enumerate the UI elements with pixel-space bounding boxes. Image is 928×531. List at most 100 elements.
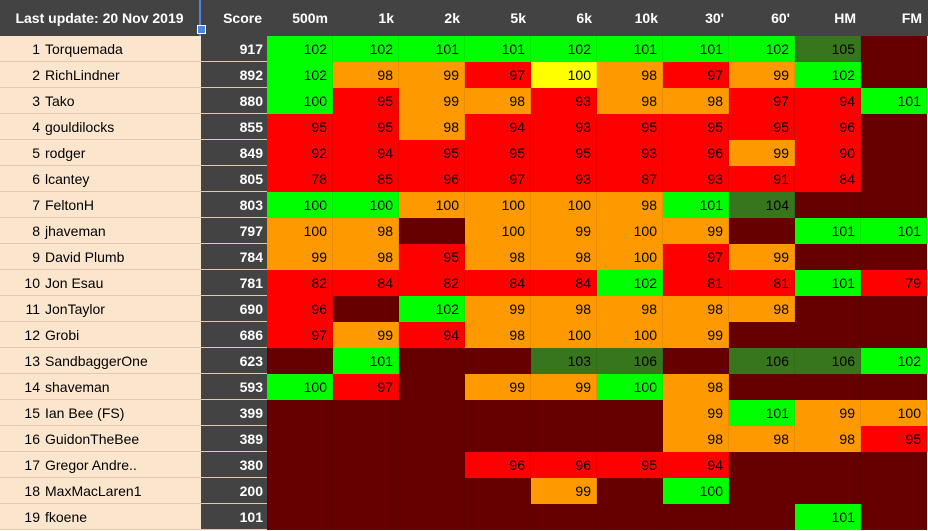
event-value-cell[interactable]: 98: [729, 426, 795, 452]
event-value-cell[interactable]: 100: [597, 244, 663, 270]
rank-cell[interactable]: 13: [0, 348, 40, 374]
event-value-cell[interactable]: 96: [531, 452, 597, 478]
event-header[interactable]: HM: [834, 10, 856, 26]
athlete-name-cell[interactable]: Torquemada: [40, 36, 201, 62]
event-value-cell[interactable]: 98: [333, 244, 399, 270]
event-value-cell[interactable]: [861, 140, 927, 166]
event-value-cell[interactable]: 98: [333, 62, 399, 88]
event-value-cell[interactable]: 102: [597, 270, 663, 296]
event-value-cell[interactable]: [795, 374, 861, 400]
event-value-cell[interactable]: 100: [267, 218, 333, 244]
event-value-cell[interactable]: 95: [333, 88, 399, 114]
event-value-cell[interactable]: 101: [795, 270, 861, 296]
event-value-cell[interactable]: 102: [267, 62, 333, 88]
event-value-cell[interactable]: [333, 478, 399, 504]
rank-cell[interactable]: 3: [0, 88, 40, 114]
event-value-cell[interactable]: [861, 478, 927, 504]
rank-cell[interactable]: 16: [0, 426, 40, 452]
event-value-cell[interactable]: 95: [267, 114, 333, 140]
event-value-cell[interactable]: 100: [267, 192, 333, 218]
event-value-cell[interactable]: [597, 504, 663, 530]
event-value-cell[interactable]: 93: [531, 114, 597, 140]
score-cell[interactable]: 892: [201, 62, 267, 88]
event-value-cell[interactable]: 98: [663, 374, 729, 400]
event-value-cell[interactable]: [465, 504, 531, 530]
event-value-cell[interactable]: 98: [597, 62, 663, 88]
event-value-cell[interactable]: 100: [465, 218, 531, 244]
athlete-name-cell[interactable]: MaxMacLaren1: [40, 478, 201, 504]
score-cell[interactable]: 855: [201, 114, 267, 140]
event-value-cell[interactable]: 98: [531, 296, 597, 322]
event-value-cell[interactable]: 98: [465, 88, 531, 114]
event-value-cell[interactable]: 97: [729, 88, 795, 114]
event-value-cell[interactable]: 100: [333, 192, 399, 218]
rank-cell[interactable]: 9: [0, 244, 40, 270]
event-value-cell[interactable]: 102: [795, 62, 861, 88]
event-value-cell[interactable]: [729, 478, 795, 504]
event-value-cell[interactable]: 98: [663, 88, 729, 114]
event-value-cell[interactable]: [861, 504, 927, 530]
event-value-cell[interactable]: 84: [531, 270, 597, 296]
event-value-cell[interactable]: 102: [729, 36, 795, 62]
rank-cell[interactable]: 7: [0, 192, 40, 218]
event-value-cell[interactable]: 94: [465, 114, 531, 140]
event-value-cell[interactable]: [663, 504, 729, 530]
event-header[interactable]: 10k: [634, 10, 658, 26]
event-value-cell[interactable]: [531, 504, 597, 530]
event-value-cell[interactable]: 99: [663, 218, 729, 244]
event-value-cell[interactable]: 104: [729, 192, 795, 218]
athlete-name-cell[interactable]: RichLindner: [40, 62, 201, 88]
event-value-cell[interactable]: [729, 504, 795, 530]
event-value-cell[interactable]: 94: [333, 140, 399, 166]
event-value-cell[interactable]: 99: [531, 374, 597, 400]
event-value-cell[interactable]: 99: [663, 400, 729, 426]
event-value-cell[interactable]: 99: [267, 244, 333, 270]
event-value-cell[interactable]: 94: [399, 322, 465, 348]
event-value-cell[interactable]: [861, 166, 927, 192]
score-cell[interactable]: 849: [201, 140, 267, 166]
athlete-name-cell[interactable]: David Plumb: [40, 244, 201, 270]
event-value-cell[interactable]: [729, 452, 795, 478]
event-value-cell[interactable]: 97: [465, 62, 531, 88]
event-value-cell[interactable]: 98: [531, 244, 597, 270]
athlete-name-cell[interactable]: SandbaggerOne: [40, 348, 201, 374]
selection-fill-handle[interactable]: [197, 25, 206, 34]
event-value-cell[interactable]: [729, 218, 795, 244]
event-value-cell[interactable]: 98: [333, 218, 399, 244]
event-header[interactable]: 2k: [444, 10, 460, 26]
event-value-cell[interactable]: 100: [267, 374, 333, 400]
score-cell[interactable]: 101: [201, 504, 267, 530]
event-value-cell[interactable]: 95: [399, 244, 465, 270]
rank-cell[interactable]: 18: [0, 478, 40, 504]
score-cell[interactable]: 623: [201, 348, 267, 374]
event-value-cell[interactable]: 102: [531, 36, 597, 62]
event-value-cell[interactable]: 93: [531, 166, 597, 192]
rank-cell[interactable]: 17: [0, 452, 40, 478]
event-value-cell[interactable]: 100: [465, 192, 531, 218]
event-value-cell[interactable]: [333, 504, 399, 530]
event-value-cell[interactable]: 106: [597, 348, 663, 374]
event-value-cell[interactable]: 101: [465, 36, 531, 62]
rank-cell[interactable]: 12: [0, 322, 40, 348]
event-value-cell[interactable]: 81: [663, 270, 729, 296]
event-value-cell[interactable]: 94: [663, 452, 729, 478]
last-update-cell[interactable]: Last update: 20 Nov 2019: [0, 0, 201, 36]
event-value-cell[interactable]: [861, 62, 927, 88]
event-value-cell[interactable]: 101: [333, 348, 399, 374]
event-value-cell[interactable]: 85: [333, 166, 399, 192]
event-value-cell[interactable]: 96: [663, 140, 729, 166]
event-value-cell[interactable]: 101: [729, 400, 795, 426]
rank-cell[interactable]: 11: [0, 296, 40, 322]
event-value-cell[interactable]: 95: [597, 114, 663, 140]
rank-cell[interactable]: 6: [0, 166, 40, 192]
event-value-cell[interactable]: 100: [531, 192, 597, 218]
rank-cell[interactable]: 8: [0, 218, 40, 244]
event-value-cell[interactable]: 96: [465, 452, 531, 478]
event-value-cell[interactable]: 98: [597, 296, 663, 322]
event-value-cell[interactable]: [861, 192, 927, 218]
event-value-cell[interactable]: 99: [729, 244, 795, 270]
event-value-cell[interactable]: 78: [267, 166, 333, 192]
event-value-cell[interactable]: [795, 478, 861, 504]
event-value-cell[interactable]: 99: [465, 374, 531, 400]
event-value-cell[interactable]: 98: [597, 88, 663, 114]
